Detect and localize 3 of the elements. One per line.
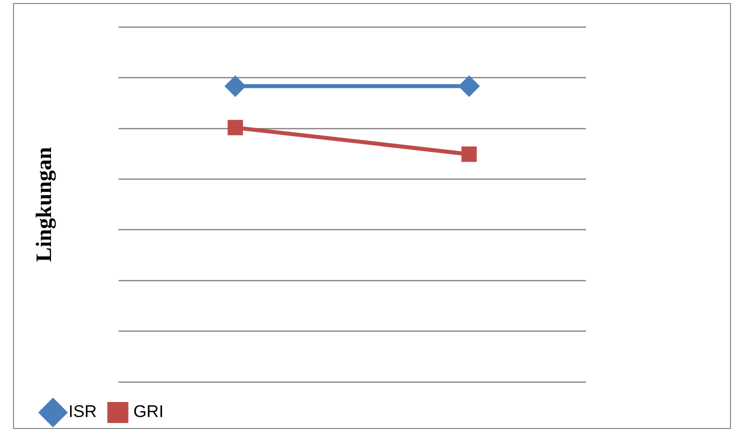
legend-label: ISR	[68, 402, 97, 422]
legend-label: GRI	[133, 402, 164, 422]
y-axis-title: Lingkungan	[30, 147, 56, 262]
